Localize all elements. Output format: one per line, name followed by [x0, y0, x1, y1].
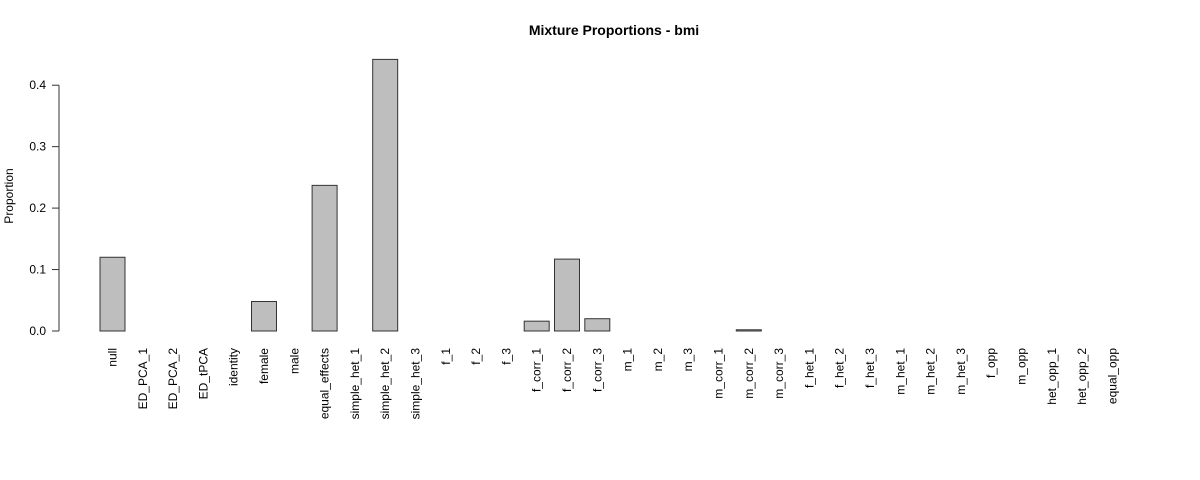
bar-f_corr_3: [584, 318, 611, 332]
x-tick-label: f_corr_3: [590, 348, 604, 392]
bar-f_corr_2: [554, 258, 580, 332]
x-tick-label: m_corr_1: [712, 348, 726, 399]
y-axis-label: Proportion: [2, 168, 16, 223]
x-tick-label: simple_het_2: [378, 348, 392, 420]
bar-simple_het_2: [372, 58, 399, 332]
x-axis-labels: null ED_PCA_1 ED_PCA_2 ED_tPCA identity femal…: [106, 348, 1120, 420]
x-tick-label: f_het_3: [863, 348, 877, 388]
x-tick-label: m_2: [651, 348, 665, 372]
bar-female: [251, 301, 277, 332]
x-tick-label: m_het_2: [924, 348, 938, 395]
x-tick-label: m_het_1: [893, 348, 907, 395]
x-tick-label: female: [257, 348, 271, 384]
x-tick-label: m_corr_3: [772, 348, 786, 399]
bar-f_corr_1: [523, 320, 550, 332]
bars-group: [99, 58, 762, 332]
x-tick-label: f_3: [499, 348, 513, 365]
x-tick-label: equal_opp: [1105, 348, 1119, 404]
x-tick-label: m_1: [621, 348, 635, 372]
x-tick-label: f_opp: [984, 348, 998, 378]
x-tick-label: f_het_2: [833, 348, 847, 388]
chart-title: Mixture Proportions - bmi: [529, 22, 699, 38]
x-tick-label: ED_PCA_1: [136, 348, 150, 410]
x-tick-label: f_het_1: [802, 348, 816, 388]
x-tick-label: ED_PCA_2: [166, 348, 180, 410]
x-tick-label: f_corr_2: [560, 348, 574, 392]
x-tick-label: ED_tPCA: [196, 348, 210, 399]
x-tick-label: m_3: [681, 348, 695, 372]
x-tick-label: f_corr_1: [530, 348, 544, 392]
y-tick-label: 0.0: [29, 324, 46, 338]
y-axis: 0.0 0.1 0.2 0.3 0.4: [29, 78, 60, 338]
x-tick-label: equal_effects: [318, 348, 332, 419]
x-tick-label: m_opp: [1015, 348, 1029, 385]
bar-m_corr_2: [735, 329, 762, 332]
y-tick-label: 0.2: [29, 201, 46, 215]
x-tick-label: m_corr_2: [742, 348, 756, 399]
x-tick-label: het_opp_2: [1075, 348, 1089, 405]
x-tick-label: m_het_3: [954, 348, 968, 395]
x-tick-label: identity: [227, 348, 241, 386]
x-tick-label: male: [287, 348, 301, 374]
y-tick-label: 0.4: [29, 78, 46, 92]
x-tick-label: f_2: [469, 348, 483, 365]
x-tick-label: simple_het_3: [409, 348, 423, 420]
y-tick-label: 0.1: [29, 263, 46, 277]
x-tick-label: null: [106, 348, 120, 367]
x-tick-label: het_opp_1: [1045, 348, 1059, 405]
bar-null: [99, 256, 126, 332]
x-tick-label: f_1: [439, 348, 453, 365]
x-tick-label: simple_het_1: [348, 348, 362, 420]
bar-equal_effects: [311, 184, 338, 332]
y-tick-label: 0.3: [29, 140, 46, 154]
